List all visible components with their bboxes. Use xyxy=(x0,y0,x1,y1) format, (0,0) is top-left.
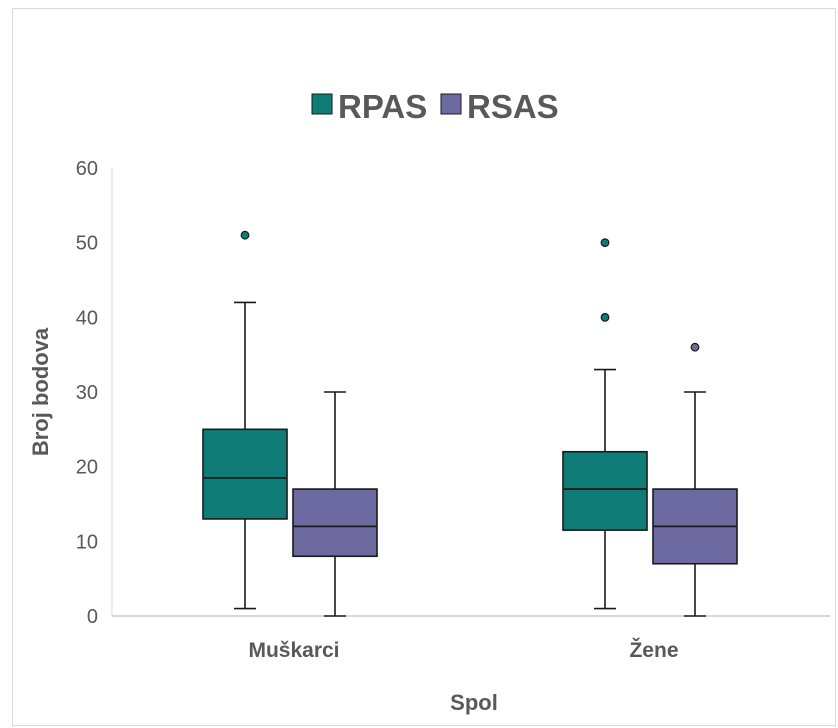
outlier-rpas-1-1 xyxy=(240,230,250,240)
legend-label-rsas: RSAS xyxy=(467,88,559,125)
chart-frame xyxy=(12,8,836,726)
legend: RPAS RSAS xyxy=(311,88,559,125)
outlier-rsas-2-1 xyxy=(690,342,700,352)
box-rpas-1 xyxy=(202,428,288,520)
y-tick-label-0: 0 xyxy=(87,606,98,628)
y-tick-label-20: 20 xyxy=(76,457,98,479)
outlier-rpas-2-1 xyxy=(600,312,610,322)
box-rsas-1 xyxy=(292,488,378,558)
y-tick-label-60: 60 xyxy=(76,158,98,180)
y-tick-label-50: 50 xyxy=(76,233,98,255)
legend-swatch-rsas xyxy=(440,93,462,115)
plot-area xyxy=(202,230,738,617)
box-rpas-2 xyxy=(562,450,648,531)
y-tick-label-40: 40 xyxy=(76,307,98,329)
y-tick-label-30: 30 xyxy=(76,382,98,404)
x-axis-title: Spol xyxy=(450,690,498,715)
legend-label-rpas: RPAS xyxy=(338,88,427,125)
axes: 0 10 20 30 40 50 60 xyxy=(76,158,830,628)
category-label-muskarci: Muškarci xyxy=(248,639,339,662)
outlier-rpas-2-2 xyxy=(600,238,610,248)
category-label-zene: Žene xyxy=(629,638,678,662)
y-tick-label-10: 10 xyxy=(76,531,98,553)
y-axis-title: Broj bodova xyxy=(28,327,53,456)
legend-swatch-rpas xyxy=(311,93,333,115)
